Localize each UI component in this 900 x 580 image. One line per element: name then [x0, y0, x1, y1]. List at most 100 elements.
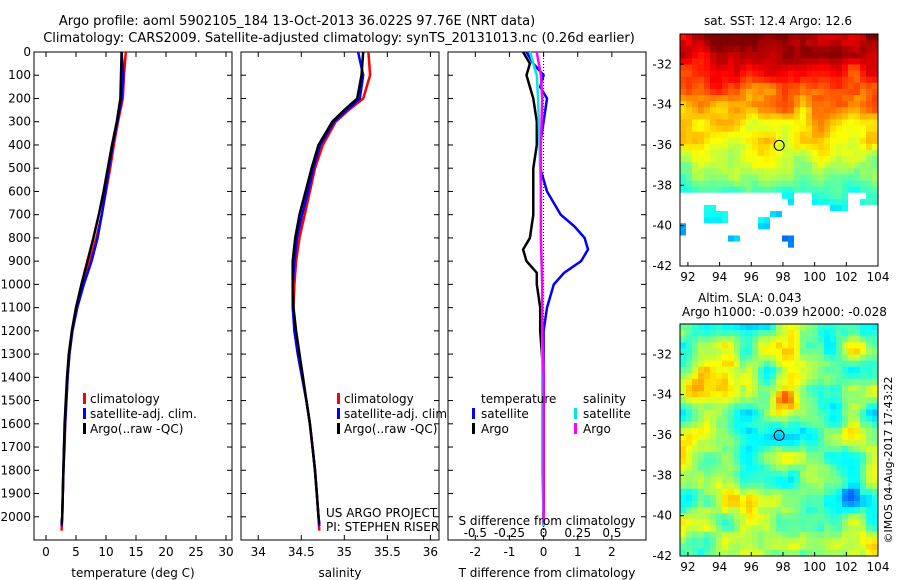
- heatmap-cell: [782, 488, 789, 496]
- heatmap-cell: [782, 82, 789, 90]
- heatmap-cell: [794, 501, 801, 508]
- heatmap-cell: [824, 247, 831, 255]
- heatmap-cell: [842, 235, 849, 242]
- heatmap-cell: [698, 378, 705, 386]
- heatmap-cell: [734, 150, 741, 157]
- heatmap-cell: [692, 342, 699, 349]
- heatmap-cell: [854, 82, 861, 90]
- heatmap-cell: [770, 180, 777, 188]
- heatmap-cell: [698, 464, 705, 471]
- heatmap-cell: [692, 223, 699, 230]
- heatmap-cell: [680, 247, 687, 255]
- heatmap-cell: [698, 211, 705, 218]
- heatmap-cell: [686, 513, 693, 520]
- heatmap-cell: [752, 119, 759, 126]
- heatmap-cell: [848, 113, 855, 120]
- heatmap-cell: [848, 354, 855, 362]
- heatmap-cell: [776, 241, 783, 249]
- temperature-x-axis: 0 5 10 15 20 25 30: [42, 52, 234, 559]
- heatmap-cell: [734, 125, 741, 133]
- heatmap-cell: [866, 433, 873, 441]
- heatmap-cell: [764, 513, 771, 520]
- heatmap-cell: [746, 95, 753, 102]
- heatmap-cell: [722, 378, 729, 386]
- heatmap-cell: [716, 125, 723, 133]
- heatmap-cell: [728, 143, 735, 151]
- heatmap-cell: [734, 241, 741, 249]
- heatmap-cell: [830, 119, 837, 126]
- heatmap-cell: [752, 415, 759, 423]
- s-tick-label: -0.25: [494, 526, 525, 540]
- heatmap-cell: [698, 403, 705, 410]
- heatmap-cell: [710, 235, 717, 242]
- heatmap-cell: [758, 150, 765, 157]
- heatmap-cell: [866, 543, 873, 551]
- heatmap-cell: [854, 372, 861, 380]
- heatmap-cell: [704, 235, 711, 242]
- heatmap-cell: [728, 223, 735, 230]
- heatmap-cell: [800, 137, 807, 145]
- heatmap-cell: [704, 385, 711, 392]
- temperature-legend: climatology satellite-adj. clim. Argo(..…: [83, 392, 197, 436]
- heatmap-cell: [704, 88, 711, 96]
- heatmap-cell: [704, 525, 711, 532]
- heatmap-cell: [776, 482, 783, 490]
- heatmap-cell: [806, 470, 813, 478]
- heatmap-cell: [854, 125, 861, 133]
- heatmap-cell: [842, 95, 849, 102]
- heatmap-cell: [866, 229, 873, 236]
- heatmap-cell: [776, 125, 783, 133]
- heatmap-cell: [764, 131, 771, 139]
- heatmap-cell: [872, 501, 879, 508]
- heatmap-cell: [866, 235, 873, 242]
- heatmap-cell: [692, 259, 699, 267]
- heatmap-cell: [842, 76, 849, 84]
- heatmap-cell: [812, 204, 819, 212]
- heatmap-cell: [776, 507, 783, 514]
- heatmap-cell: [848, 458, 855, 465]
- heatmap-cell: [752, 211, 759, 218]
- heatmap-cell: [680, 543, 687, 551]
- heatmap-cell: [680, 137, 687, 145]
- heatmap-cell: [764, 397, 771, 404]
- heatmap-cell: [692, 52, 699, 59]
- heatmap-cell: [710, 223, 717, 230]
- heatmap-cell: [800, 119, 807, 126]
- heatmap-cell: [830, 162, 837, 169]
- heatmap-cell: [812, 440, 819, 447]
- heatmap-cell: [752, 403, 759, 410]
- heatmap-cell: [680, 403, 687, 410]
- heatmap-cell: [800, 519, 807, 526]
- heatmap-cell: [782, 107, 789, 114]
- heatmap-cell: [788, 525, 795, 532]
- heatmap-cell: [854, 168, 861, 175]
- heatmap-cell: [860, 64, 867, 72]
- heatmap-cell: [764, 324, 771, 331]
- heatmap-cell: [806, 348, 813, 355]
- heatmap-cell: [854, 427, 861, 435]
- heatmap-cell: [848, 174, 855, 181]
- heatmap-cell: [740, 415, 747, 423]
- heatmap-cell: [752, 342, 759, 349]
- heatmap-cell: [746, 107, 753, 114]
- heatmap-cell: [842, 501, 849, 508]
- heatmap-cell: [740, 82, 747, 90]
- heatmap-cell: [824, 452, 831, 459]
- heatmap-cell: [722, 168, 729, 175]
- heatmap-cell: [692, 476, 699, 484]
- heatmap-cell: [788, 52, 795, 59]
- heatmap-cell: [704, 52, 711, 59]
- heatmap-cell: [740, 427, 747, 435]
- sst-map-axes: 92 94 96 98 100 102 104-32-34-36-38-40-42: [652, 57, 889, 284]
- heatmap-cell: [866, 125, 873, 133]
- heatmap-cell: [692, 488, 699, 496]
- heatmap-cell: [854, 211, 861, 218]
- heatmap-cell: [854, 52, 861, 59]
- heatmap-cell: [800, 464, 807, 471]
- heatmap-cell: [872, 198, 879, 206]
- heatmap-cell: [806, 427, 813, 435]
- heatmap-cell: [866, 501, 873, 508]
- heatmap-cell: [680, 470, 687, 478]
- heatmap-cell: [860, 415, 867, 423]
- heatmap-cell: [740, 88, 747, 96]
